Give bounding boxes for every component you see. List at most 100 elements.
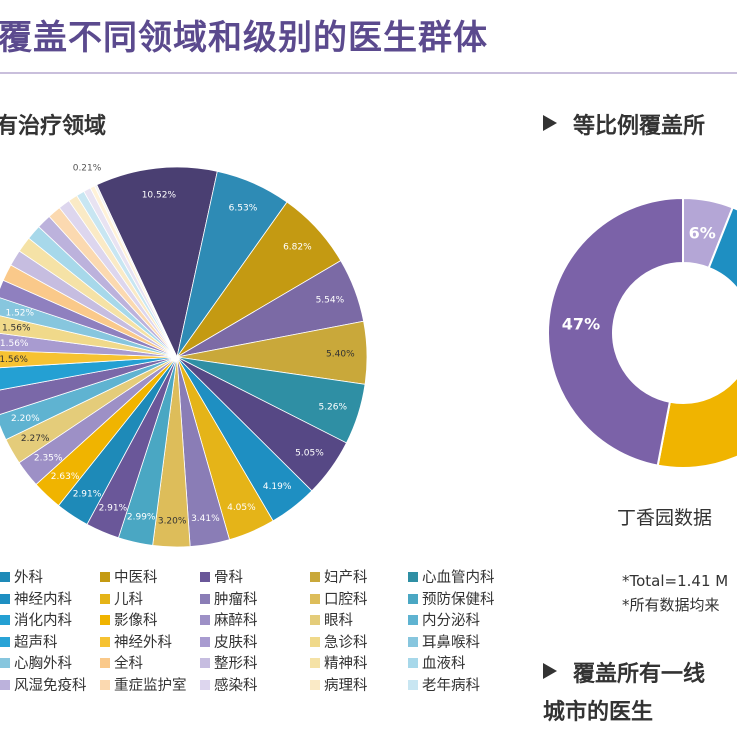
legend-label: 妇产科 (324, 570, 368, 586)
legend-swatch (0, 572, 10, 582)
legend-item: 耳鼻喉科 (408, 631, 480, 652)
legend-item: 心血管内科 (408, 566, 495, 587)
legend-item: 外科 (0, 566, 43, 587)
pie-slice-17 (0, 356, 178, 441)
legend-item: 影像科 (100, 609, 158, 630)
legend-swatch (100, 679, 110, 690)
legend-label: 精神科 (324, 656, 368, 672)
legend-item: 血液科 (408, 652, 466, 673)
legend-item: 神经外科 (100, 631, 172, 652)
triangle-bullet-icon (543, 663, 557, 679)
donut-slice-2 (656, 375, 737, 469)
legend-swatch (310, 636, 320, 647)
legend-label: 外科 (14, 570, 43, 586)
pie-label-23: 1.52% (5, 308, 34, 318)
pie-label-20: 1.56% (0, 355, 28, 365)
legend-label: 心胸外科 (14, 656, 72, 672)
legend-swatch (408, 658, 418, 668)
legend-item: 眼科 (310, 609, 353, 630)
legend-swatch (100, 615, 110, 625)
pie-slice-18 (0, 356, 178, 415)
legend-swatch (200, 636, 210, 647)
legend-label: 老年病科 (422, 677, 480, 694)
legend-label: 心血管内科 (422, 570, 495, 586)
legend-swatch (310, 679, 320, 690)
legend-item: 急诊科 (310, 631, 368, 652)
pie-label-16: 2.27% (21, 434, 50, 444)
section-heading-equal-coverage-text: 等比例覆盖所 (573, 114, 706, 139)
legend-label: 内分泌科 (422, 613, 480, 629)
legend-swatch (100, 593, 110, 604)
legend-item: 消化内科 (0, 609, 72, 630)
legend-item: 超声科 (0, 631, 58, 652)
pie-label-1: 6.53% (229, 204, 258, 214)
pie-label-5: 5.26% (318, 402, 347, 412)
legend-item: 肿瘤科 (200, 588, 258, 609)
legend-item: 重症监护室 (100, 674, 187, 695)
legend-label: 儿科 (114, 591, 143, 608)
pie-label-8: 4.05% (227, 503, 256, 513)
pie-label-12: 2.91% (99, 503, 128, 513)
legend-swatch (100, 658, 110, 668)
section-heading-city-coverage: 覆盖所有一线 城市的医生 (543, 656, 705, 732)
legend-swatch (100, 572, 110, 582)
legend-swatch (100, 636, 110, 647)
legend-item: 骨科 (200, 566, 243, 587)
pie-label-9: 3.41% (191, 514, 220, 524)
legend-label: 超声科 (14, 634, 58, 651)
legend-label: 全科 (114, 656, 143, 672)
pie-chart-departments (0, 166, 368, 548)
legend-swatch (200, 679, 210, 690)
pie-label-15: 2.35% (34, 454, 63, 464)
pie-chart-departments-labels: 10.52% 6.53% 6.82% 5.54% 5.40% 5.26% 5.05% 4.19… (0, 163, 355, 526)
legend-label: 急诊科 (324, 634, 368, 651)
donut-slice-3 (547, 196, 684, 467)
legend-label: 皮肤科 (214, 634, 258, 651)
legend-label: 预防保健科 (422, 591, 495, 608)
triangle-bullet-icon (543, 115, 557, 131)
pie-label-14: 2.63% (51, 472, 80, 482)
legend-item: 老年病科 (408, 674, 480, 695)
legend-item: 精神科 (310, 652, 368, 673)
legend-label: 血液科 (422, 656, 466, 672)
section-heading-city-coverage-line2: 城市的医生 (543, 700, 654, 725)
legend-item: 内分泌科 (408, 609, 480, 630)
donut-slice-1 (707, 206, 737, 291)
legend-item: 整形科 (200, 652, 258, 673)
pie-label-11: 2.99% (127, 512, 156, 522)
donut-chart-coverage (547, 196, 737, 469)
title-divider (0, 72, 737, 74)
legend-swatch (310, 572, 320, 582)
legend-item: 病理科 (310, 674, 368, 695)
section-heading-therapy-areas: 有治疗领域 (0, 108, 106, 140)
section-heading-therapy-areas-text: 有治疗领域 (0, 114, 107, 139)
note-data-source: *所有数据均来 (622, 596, 720, 614)
legend-item: 心胸外科 (0, 652, 72, 673)
legend-item: 全科 (100, 652, 143, 673)
legend-swatch (408, 636, 418, 647)
legend-label: 耳鼻喉科 (422, 634, 480, 651)
legend-label: 麻醉科 (214, 613, 258, 629)
legend-label: 影像科 (114, 613, 158, 629)
pie-label-0: 10.52% (142, 191, 177, 201)
pie-label-7: 4.19% (263, 482, 292, 492)
legend-item: 神经内科 (0, 588, 72, 609)
legend-swatch (0, 658, 10, 668)
legend-label: 骨科 (214, 570, 243, 586)
legend-swatch (408, 679, 418, 690)
legend-swatch (310, 615, 320, 625)
legend-label: 风湿免疫科 (14, 677, 87, 694)
pie-label-21: 1.56% (0, 339, 29, 349)
legend-item: 感染科 (200, 674, 258, 695)
pie-label-3: 5.54% (316, 295, 345, 305)
legend-label: 感染科 (214, 677, 258, 694)
legend-label: 口腔科 (324, 591, 368, 608)
legend-item: 妇产科 (310, 566, 368, 587)
pie-label-13: 2.91% (73, 489, 102, 499)
legend-label: 病理科 (324, 677, 368, 694)
page-title: 覆盖不同领域和级别的医生群体 (0, 18, 488, 58)
pie-label-17: 2.20% (11, 414, 40, 424)
legend-label: 整形科 (214, 656, 258, 672)
legend-item: 风湿免疫科 (0, 674, 87, 695)
